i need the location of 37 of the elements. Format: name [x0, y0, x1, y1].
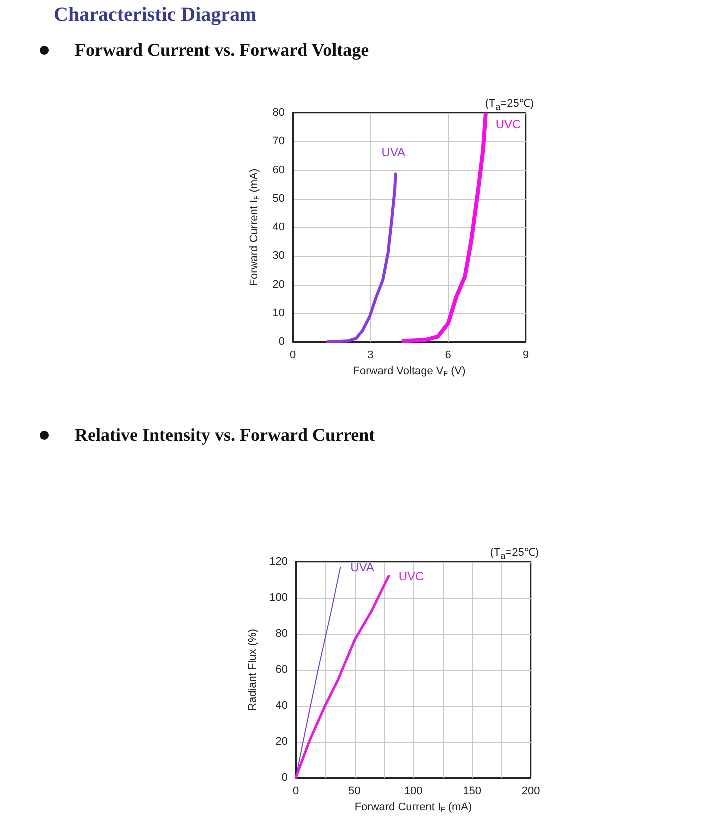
series-label: UVC	[496, 118, 522, 132]
x-tick-label: 50	[348, 786, 361, 798]
text: (T$_{a}$=25℃)	[490, 546, 539, 562]
text: (T$_{a}$=25℃)	[485, 97, 534, 112]
x-tick-label: 150	[463, 786, 482, 798]
x-tick-label: 100	[404, 786, 423, 798]
y-tick-label: 80	[276, 628, 288, 640]
y-tick-label: 120	[270, 556, 288, 568]
y-tick-label: 60	[272, 164, 285, 176]
x-tick-label: 0	[290, 350, 296, 362]
x-tick-label: 3	[368, 350, 374, 362]
x-tick-label: 9	[522, 350, 530, 362]
y-tick-label: 30	[272, 250, 285, 262]
y-tick-label: 10	[272, 307, 285, 320]
x-tick-label: 200	[522, 786, 540, 798]
line-series	[294, 575, 390, 780]
y-tick-label: 40	[272, 222, 285, 234]
x-tick-label: 0	[292, 786, 300, 798]
series-label: UVA	[382, 145, 406, 160]
y-axis-title: Radiant Flux (%)	[247, 629, 260, 711]
series-label: UVA	[350, 560, 374, 574]
y-tick-label: 20	[276, 736, 288, 748]
x-tick-label: 6	[445, 350, 452, 362]
text: Characteristic Diagram	[54, 4, 257, 27]
series-label: UVC	[398, 569, 424, 584]
y-tick-label: 70	[272, 136, 285, 148]
y-tick-label: 50	[272, 192, 285, 205]
y-tick-label: 0	[278, 336, 285, 348]
line-series	[326, 172, 398, 344]
y-tick-label: 20	[272, 278, 285, 291]
chart-title: Forward Current vs. Forward Voltage	[75, 40, 370, 61]
y-tick-label: 0	[282, 772, 288, 784]
y-tick-label: 80	[272, 107, 285, 119]
y-tick-label: 60	[276, 664, 288, 676]
y-tick-label: 40	[276, 700, 288, 712]
y-tick-label: 100	[270, 592, 288, 604]
chart-title: Relative Intensity vs. Forward Current	[75, 425, 376, 446]
